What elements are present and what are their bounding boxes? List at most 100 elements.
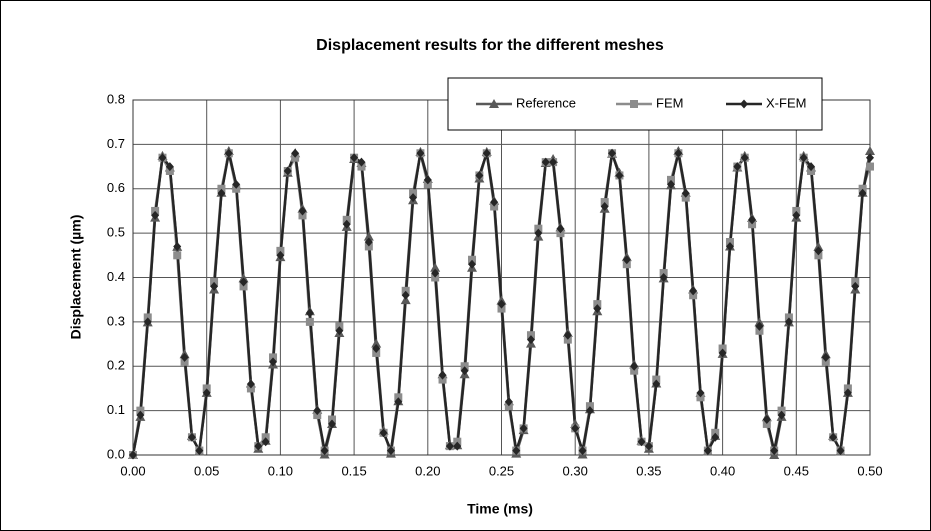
marker xyxy=(807,162,816,172)
x-tick-label: 0.20 xyxy=(415,463,440,478)
marker xyxy=(224,148,233,158)
marker xyxy=(556,224,565,234)
marker xyxy=(335,326,344,336)
marker xyxy=(858,188,867,198)
x-tick-label: 0.30 xyxy=(563,463,588,478)
marker xyxy=(371,338,382,348)
y-tick-label: 0.0 xyxy=(107,446,125,461)
marker xyxy=(246,379,255,389)
marker xyxy=(305,308,314,318)
marker xyxy=(593,304,602,314)
marker xyxy=(681,188,690,198)
marker xyxy=(416,148,425,158)
y-tick-label: 0.8 xyxy=(107,91,125,106)
y-tick-label: 0.2 xyxy=(107,358,125,373)
marker xyxy=(748,215,757,225)
marker xyxy=(254,441,263,451)
y-tick-label: 0.5 xyxy=(107,225,125,240)
legend-label: Reference xyxy=(516,95,576,110)
y-tick-label: 0.6 xyxy=(107,180,125,195)
marker xyxy=(143,317,152,327)
marker xyxy=(829,432,838,442)
marker xyxy=(652,379,661,389)
marker xyxy=(866,153,874,163)
marker xyxy=(468,259,477,269)
x-tick-label: 0.00 xyxy=(120,463,145,478)
marker xyxy=(129,450,137,460)
marker xyxy=(357,157,366,167)
marker xyxy=(615,170,624,180)
marker xyxy=(718,348,727,358)
y-tick-label: 0.1 xyxy=(107,402,125,417)
marker xyxy=(667,179,676,189)
marker xyxy=(711,432,720,442)
marker xyxy=(475,170,484,180)
marker xyxy=(866,162,874,171)
marker xyxy=(158,153,167,163)
y-axis-label: Displacement (µm) xyxy=(68,215,84,340)
marker xyxy=(180,352,189,362)
marker xyxy=(571,423,580,433)
marker xyxy=(298,206,307,216)
x-tick-label: 0.40 xyxy=(710,463,735,478)
marker xyxy=(438,370,447,380)
marker xyxy=(585,406,594,416)
marker xyxy=(165,162,174,172)
marker xyxy=(482,148,491,158)
marker xyxy=(187,432,196,442)
legend-label: FEM xyxy=(656,95,683,110)
marker xyxy=(792,210,801,220)
marker xyxy=(659,273,668,282)
marker xyxy=(409,193,418,203)
marker xyxy=(534,228,543,238)
marker xyxy=(762,415,771,424)
marker xyxy=(283,166,292,176)
marker xyxy=(851,281,860,291)
marker xyxy=(600,202,609,211)
marker xyxy=(755,321,764,331)
marker xyxy=(489,99,499,108)
marker xyxy=(350,153,359,163)
x-axis-label: Time (ms) xyxy=(467,501,533,517)
marker xyxy=(195,446,204,456)
marker xyxy=(784,317,793,327)
chart-title: Displacement results for the different m… xyxy=(316,37,664,54)
marker xyxy=(696,388,705,398)
marker xyxy=(549,157,558,167)
y-tick-label: 0.7 xyxy=(107,136,125,151)
marker xyxy=(733,162,742,172)
marker xyxy=(777,410,786,420)
marker xyxy=(217,188,226,198)
marker xyxy=(637,437,646,447)
marker xyxy=(136,410,145,420)
marker xyxy=(210,281,219,291)
marker xyxy=(269,357,278,367)
marker xyxy=(799,153,808,163)
marker xyxy=(431,268,440,278)
legend-label: X-FEM xyxy=(766,95,806,110)
marker xyxy=(327,419,336,429)
marker xyxy=(563,330,572,340)
marker xyxy=(770,446,779,456)
marker xyxy=(401,290,410,300)
marker xyxy=(740,99,748,109)
marker xyxy=(622,255,631,265)
marker xyxy=(674,148,683,158)
marker xyxy=(504,397,513,407)
marker xyxy=(232,179,241,189)
x-tick-label: 0.15 xyxy=(341,463,366,478)
marker xyxy=(151,210,160,220)
marker xyxy=(423,175,432,185)
y-tick-label: 0.4 xyxy=(107,269,125,284)
x-tick-label: 0.50 xyxy=(857,463,882,478)
x-tick-label: 0.10 xyxy=(268,463,293,478)
marker xyxy=(740,153,749,163)
marker xyxy=(490,197,499,207)
marker xyxy=(460,366,469,376)
marker xyxy=(630,361,639,371)
marker xyxy=(541,157,550,167)
marker xyxy=(821,352,830,362)
marker xyxy=(313,406,322,416)
marker xyxy=(430,262,441,272)
